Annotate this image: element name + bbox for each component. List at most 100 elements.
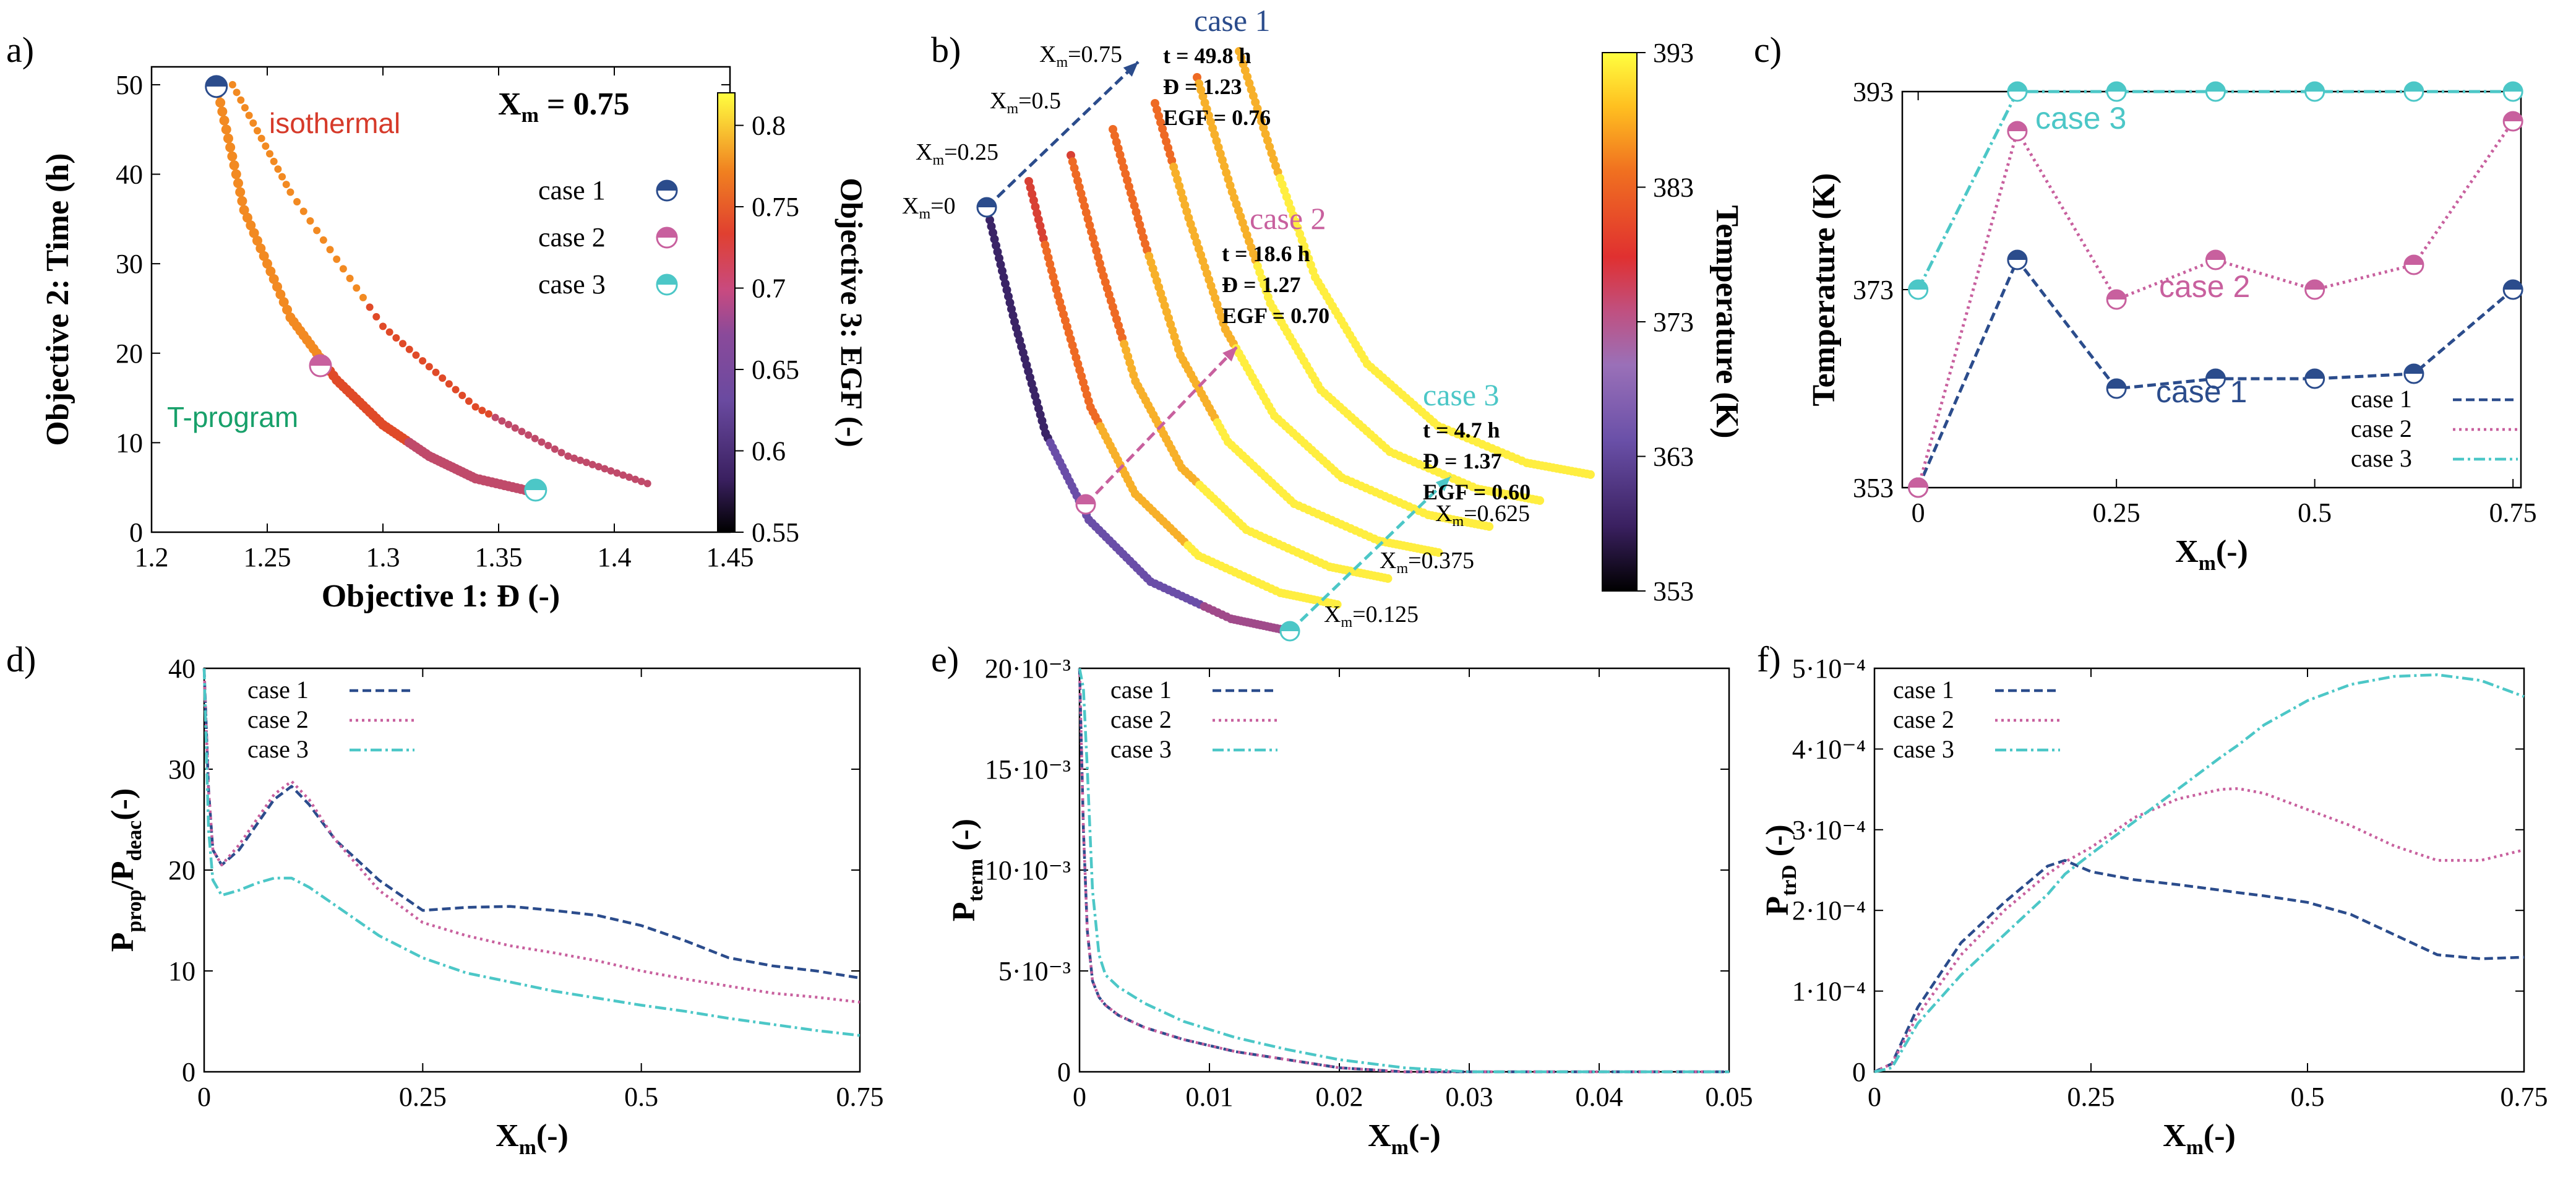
pareto-point bbox=[498, 417, 506, 425]
xm-value: =0.125 bbox=[1352, 601, 1419, 627]
pareto-point bbox=[231, 169, 241, 179]
pareto-point bbox=[223, 133, 233, 144]
data-marker-fill bbox=[2206, 82, 2225, 92]
data-marker-fill bbox=[2206, 369, 2225, 379]
pareto-point bbox=[366, 303, 374, 311]
pareto-point bbox=[601, 465, 609, 473]
x-tick-label: 0.05 bbox=[1706, 1082, 1753, 1112]
pareto-point bbox=[346, 274, 354, 282]
xm-symbol: X bbox=[1380, 548, 1396, 574]
case-marker-2-fill bbox=[310, 355, 332, 366]
legend-label: case 3 bbox=[247, 735, 309, 763]
case-stat: EGF = 0.76 bbox=[1163, 105, 1271, 130]
pareto-point bbox=[570, 454, 578, 462]
colorbar-tick-label: 0.7 bbox=[752, 274, 786, 304]
x-tick-label: 0.75 bbox=[2489, 498, 2537, 528]
y-tick-label: 373 bbox=[1853, 275, 1894, 305]
legend-label: case 1 bbox=[1893, 676, 1954, 704]
label-part: (-) bbox=[947, 819, 982, 859]
pareto-point bbox=[266, 150, 274, 158]
pareto-point bbox=[613, 469, 621, 477]
panel-a-colorbar-ticks: 0.8 0.75 0.7 0.65 0.6 0.55 bbox=[735, 111, 799, 548]
pareto-point bbox=[239, 205, 249, 215]
pareto-point bbox=[445, 380, 453, 388]
subscript: m bbox=[1391, 1136, 1409, 1159]
x-tick-label: 0.25 bbox=[2093, 498, 2140, 528]
label-part: P bbox=[947, 902, 982, 921]
xm-label: Xm=0.625 bbox=[1435, 501, 1530, 530]
case-arrow-2 bbox=[1084, 345, 1239, 506]
x-tick-label: 0 bbox=[1073, 1082, 1086, 1112]
x-axis-label: Xm​(-) bbox=[2175, 534, 2248, 575]
colorbar-tick-label: 0.75 bbox=[752, 192, 799, 222]
data-marker-fill bbox=[2007, 122, 2027, 131]
panel-a-colorbar bbox=[717, 92, 736, 533]
data-marker-fill bbox=[2305, 82, 2324, 92]
label-part: (-) bbox=[1409, 1118, 1441, 1153]
x-tick-label: 0.04 bbox=[1576, 1082, 1623, 1112]
pareto-point bbox=[471, 403, 479, 411]
pareto-point bbox=[262, 259, 272, 269]
panel-d-lines bbox=[202, 668, 861, 1037]
pareto-point bbox=[588, 460, 596, 468]
data-marker-fill bbox=[1908, 280, 1928, 290]
pareto-point bbox=[379, 322, 387, 330]
colorbar-tick-label: 393 bbox=[1653, 38, 1694, 68]
label-part: X bbox=[2175, 534, 2199, 569]
pareto-point bbox=[265, 266, 276, 277]
pareto-point bbox=[643, 480, 651, 488]
data-marker-fill bbox=[2107, 379, 2126, 389]
data-marker-fill bbox=[2007, 82, 2027, 92]
case-stat: t = 18.6 h bbox=[1222, 241, 1310, 266]
subscript: prop bbox=[123, 890, 146, 933]
pareto-point bbox=[392, 334, 400, 342]
pareto-point bbox=[439, 374, 447, 382]
pareto-point bbox=[564, 452, 572, 460]
x-axis-label: Xm​(-) bbox=[2163, 1118, 2236, 1159]
x-tick-label: 1.3 bbox=[366, 542, 400, 572]
label-part: (-) bbox=[1760, 824, 1795, 864]
xm-value: =0.625 bbox=[1464, 501, 1530, 527]
pareto-point bbox=[293, 197, 301, 205]
x-tick-label: 0.75 bbox=[836, 1082, 884, 1112]
case-title: case 3 bbox=[1423, 377, 1500, 412]
x-tick-label: 0.5 bbox=[2298, 498, 2332, 528]
case-stat: t = 49.8 h bbox=[1163, 43, 1252, 68]
pareto-point bbox=[229, 160, 239, 171]
xm-value: =0.25 bbox=[944, 139, 998, 165]
pareto-point bbox=[405, 345, 413, 353]
data-marker-fill bbox=[2404, 256, 2423, 265]
legend-marker-fill bbox=[657, 275, 677, 285]
pareto-point bbox=[272, 282, 283, 292]
label-part: X bbox=[496, 1118, 519, 1153]
pareto-point bbox=[557, 449, 565, 457]
x-tick-label: 0.01 bbox=[1186, 1082, 1234, 1112]
x-tick-label: 0.25 bbox=[399, 1082, 447, 1112]
series-line-case-3 bbox=[1874, 673, 2525, 1074]
pareto-point bbox=[637, 477, 645, 485]
case-stat: EGF = 0.70 bbox=[1222, 303, 1329, 328]
pareto-point bbox=[235, 187, 246, 197]
y-tick-label: 0 bbox=[182, 1057, 195, 1087]
panel-b-fronts bbox=[976, 47, 1595, 642]
panel-f-axes: 0 0.25 0.5 0.75 0 1·10⁻⁴ 2·10⁻⁴ 3·10⁻⁴ 4·10⁻⁴ 5·1… bbox=[1760, 653, 2548, 1159]
pareto-point bbox=[478, 407, 486, 415]
case-marker-1-fill bbox=[205, 75, 227, 87]
pareto-point bbox=[278, 173, 286, 181]
y-tick-label: 1·10⁻⁴ bbox=[1792, 977, 1866, 1007]
case-title: case 1 bbox=[1194, 3, 1271, 38]
pareto-point bbox=[306, 217, 314, 225]
label-part: (-) bbox=[2204, 1118, 2236, 1153]
front-point bbox=[1383, 574, 1393, 583]
y-tick-label: 393 bbox=[1853, 77, 1894, 107]
label-part: Objective 1: Đ (-) bbox=[322, 579, 560, 614]
label-part: (-) bbox=[2216, 534, 2248, 569]
panel-c-lines bbox=[1908, 81, 2523, 498]
label-part: (-) bbox=[105, 788, 140, 821]
pareto-point bbox=[425, 363, 433, 371]
legend-marker-fill bbox=[657, 181, 677, 191]
y-axis-label: Objective 2: Time (h) bbox=[40, 153, 75, 446]
panel-b-colorbar-label: Temperature (K) bbox=[1709, 205, 1745, 439]
case-arrow-3 bbox=[1289, 475, 1452, 632]
